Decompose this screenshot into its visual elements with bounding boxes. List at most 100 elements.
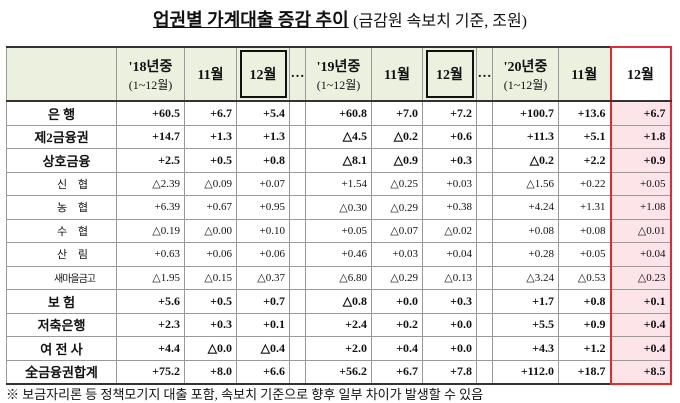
value-cell: +0.4 [609,336,672,361]
period-header: '20년중 (1~12월) [492,46,559,102]
row-label: 상호금융 [6,148,117,173]
month-header: 11월 [184,46,237,102]
value-cell: +0.08 [492,218,559,243]
value-cell: +0.4 [371,336,423,361]
value-cell: △0.9 [371,148,423,173]
value-cell: +0.05 [609,171,672,196]
value-cell: +0.63 [116,242,185,267]
separator-cell [476,124,493,149]
value-cell: △0.13 [422,265,477,290]
separator-cell [289,124,306,149]
data-row: 농 협 +6.39 +0.67 +0.95 △0.30 △0.29 +0.38 +4.24 +1… [6,195,672,220]
row-label: 산 림 [6,242,117,267]
value-cell: △0.37 [236,265,290,290]
value-cell: +5.6 [116,289,185,314]
value-cell: △0.53 [558,265,611,290]
separator-cell [289,312,306,337]
data-row: 수 협 △0.19 △0.00 +0.10 +0.05 △0.07 △0.02 +0.08 +0… [6,218,672,243]
separator-cell [476,242,493,267]
value-cell: +1.2 [558,336,611,361]
row-label: 여 전 사 [6,336,117,361]
value-cell: +2.4 [305,312,372,337]
value-cell: +0.3 [422,148,477,173]
value-cell: +7.2 [422,100,477,126]
value-cell: +5.5 [492,312,559,337]
value-cell: △0.2 [371,124,423,149]
value-cell: +0.5 [184,289,237,314]
value-cell: +6.7 [184,100,237,126]
value-cell: +0.8 [236,148,290,173]
separator: … [289,46,306,102]
value-cell: +2.0 [305,336,372,361]
period-header: '18년중 (1~12월) [116,46,185,102]
value-cell: +0.28 [492,242,559,267]
value-cell: △0.00 [184,218,237,243]
value-cell: △0.29 [371,265,423,290]
value-cell: +0.10 [236,218,290,243]
corner-cell [6,46,117,102]
value-cell: △1.95 [116,265,185,290]
value-cell: +0.3 [184,312,237,337]
month-header: 11월 [558,46,611,102]
value-cell: +13.6 [558,100,611,126]
value-cell: △0.8 [305,289,372,314]
row-label: 새마을금고 [6,265,117,290]
value-cell: +0.2 [371,312,423,337]
row-label: 제2금융권 [6,124,117,149]
value-cell: +0.08 [558,218,611,243]
value-cell: △0.4 [236,336,290,361]
value-cell: +0.5 [184,148,237,173]
value-cell: +8.5 [609,359,672,385]
value-cell: +7.8 [422,359,477,385]
value-cell: +7.0 [371,100,423,126]
value-cell: +0.0 [422,336,477,361]
value-cell: +0.0 [422,312,477,337]
title: 업권별 가계대출 증감 추이 (금감원 속보치 기준, 조원) [0,6,680,32]
value-cell: +112.0 [492,359,559,385]
data-row: 신 협 △2.39 △0.09 +0.07 +1.54 △0.25 +0.03 △1.56 +0… [6,171,672,196]
separator-cell [289,171,306,196]
month-header: 12월 [422,46,477,102]
period-label: (1~12월) [128,77,173,92]
value-cell: +6.7 [609,100,672,126]
value-cell: +1.3 [184,124,237,149]
separator-cell [289,148,306,173]
data-row: 全금융권합계 +75.2 +8.0 +6.6 +56.2 +6.7 +7.8 +112.0 +1… [6,359,672,385]
value-cell: △3.24 [492,265,559,290]
value-cell: +6.7 [371,359,423,385]
value-cell: +0.1 [236,312,290,337]
value-cell: +4.4 [116,336,185,361]
value-cell: +0.05 [305,218,372,243]
value-cell: +4.3 [492,336,559,361]
value-cell: △0.30 [305,195,372,220]
loan-table: '18년중 (1~12월) 11월 12월… '19년중 (1~12월) 11월 12월… '2… [6,46,672,385]
value-cell: +1.08 [609,195,672,220]
value-cell: +0.05 [558,242,611,267]
separator-cell [476,336,493,361]
row-label: 은 행 [6,100,117,126]
value-cell: △0.02 [422,218,477,243]
row-label: 신 협 [6,171,117,196]
value-cell: +0.22 [558,171,611,196]
year-label: '20년중 [503,59,548,75]
value-cell: +0.06 [236,242,290,267]
value-cell: +4.24 [492,195,559,220]
data-row: 여 전 사 +4.4 △0.0 △0.4 +2.0 +0.4 +0.0 +4.3 +1.2 +0.… [6,336,672,361]
value-cell: +60.5 [116,100,185,126]
value-cell: +0.04 [609,242,672,267]
value-cell: +8.0 [184,359,237,385]
data-row: 제2금융권 +14.7 +1.3 +1.3 △4.5 △0.2 +0.6 +11.3 +5.1 +… [6,124,672,149]
value-cell: △2.39 [116,171,185,196]
value-cell: +0.04 [422,242,477,267]
value-cell: △4.5 [305,124,372,149]
row-label: 농 협 [6,195,117,220]
value-cell: +0.1 [609,289,672,314]
value-cell: △0.29 [371,195,423,220]
value-cell: +0.06 [184,242,237,267]
row-label: 全금융권합계 [6,359,117,385]
row-label: 보 험 [6,289,117,314]
year-label: '18년중 [128,59,173,75]
value-cell: +6.6 [236,359,290,385]
value-cell: +0.95 [236,195,290,220]
